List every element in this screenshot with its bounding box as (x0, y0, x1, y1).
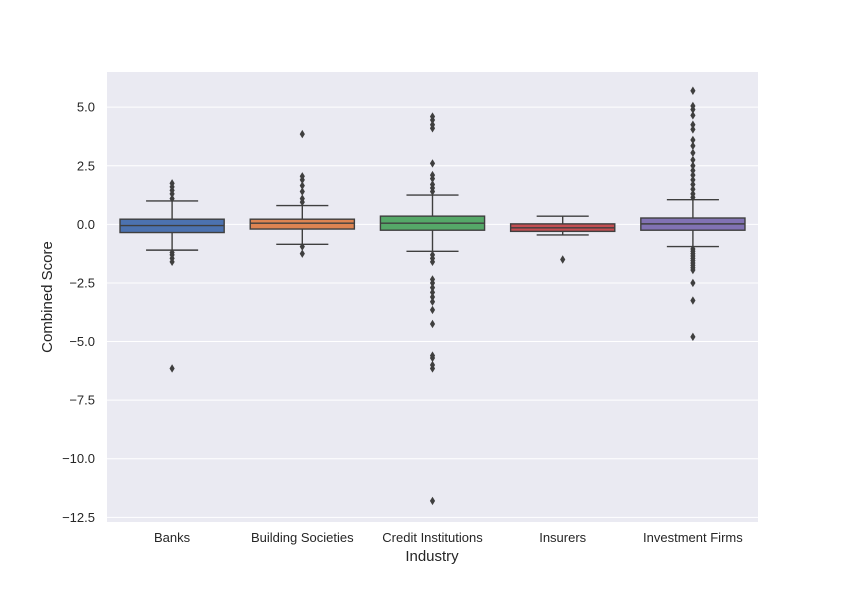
outlier-point (169, 179, 175, 188)
outlier-point (690, 125, 696, 134)
outlier-point (299, 129, 305, 139)
outlier-point (429, 159, 436, 168)
outliers (169, 86, 696, 506)
boxes (119, 215, 746, 234)
outlier-point (690, 141, 696, 151)
outlier-point (169, 194, 175, 203)
outlier-point (690, 155, 696, 165)
outlier-point (690, 332, 696, 342)
outlier-point (429, 353, 436, 363)
y-tick-label: −5.0 (69, 334, 95, 349)
outlier-point (299, 249, 305, 258)
outlier-point (429, 305, 436, 315)
outlier-point (429, 288, 436, 297)
outlier-point (690, 161, 696, 170)
y-tick-label: −2.5 (69, 275, 95, 290)
outlier-point (690, 278, 696, 288)
outlier-point (169, 364, 175, 373)
x-tick-label: Building Societies (251, 530, 354, 545)
y-tick-label: 5.0 (77, 100, 95, 115)
outlier-point (690, 86, 696, 95)
y-tick-label: 2.5 (77, 158, 95, 173)
outlier-point (560, 255, 566, 264)
y-axis-label: Combined Score (39, 241, 56, 353)
y-tick-label: −10.0 (62, 451, 95, 466)
outlier-point (299, 172, 305, 181)
outlier-point (429, 364, 436, 373)
outlier-point (299, 242, 305, 251)
outlier-point (690, 189, 696, 199)
outlier-point (690, 184, 696, 194)
x-tick-label: Investment Firms (643, 530, 743, 545)
y-tick-label: −7.5 (69, 393, 95, 408)
outlier-point (299, 194, 305, 203)
x-tick-labels: Banks Building Societies Credit Institutio… (154, 530, 743, 545)
y-tick-labels: 5.0 2.5 0.0 −2.5 −5.0 −7.5 −10.0 −12.5 (62, 100, 95, 525)
outlier-point (690, 296, 696, 305)
outlier-point (690, 166, 696, 175)
outlier-point (429, 297, 436, 306)
outlier-point (429, 496, 436, 506)
outlier-point (429, 278, 436, 288)
outlier-point (429, 319, 436, 329)
outlier-point (429, 257, 436, 267)
y-tick-label: 0.0 (77, 217, 95, 232)
outlier-point (429, 112, 436, 121)
outlier-point (690, 180, 696, 189)
outlier-point (690, 265, 696, 275)
outlier-point (690, 175, 696, 185)
outlier-point (299, 181, 305, 190)
outlier-point (690, 170, 696, 180)
outlier-point (429, 283, 436, 292)
outlier-point (299, 187, 305, 196)
outlier-point (429, 170, 436, 180)
outlier-point (429, 180, 436, 189)
x-tick-label: Insurers (539, 530, 586, 545)
outlier-point (429, 292, 436, 302)
outlier-point (690, 148, 696, 158)
x-tick-label: Credit Institutions (382, 530, 483, 545)
outlier-point (690, 135, 696, 145)
x-tick-label: Banks (154, 530, 191, 545)
outlier-point (169, 257, 175, 267)
y-tick-label: −12.5 (62, 510, 95, 525)
outlier-point (690, 101, 696, 111)
outlier-point (690, 111, 696, 120)
box-building-societies (249, 218, 356, 230)
x-axis-label: Industry (405, 548, 459, 565)
outlier-point (429, 120, 436, 129)
outlier-point (690, 120, 696, 129)
